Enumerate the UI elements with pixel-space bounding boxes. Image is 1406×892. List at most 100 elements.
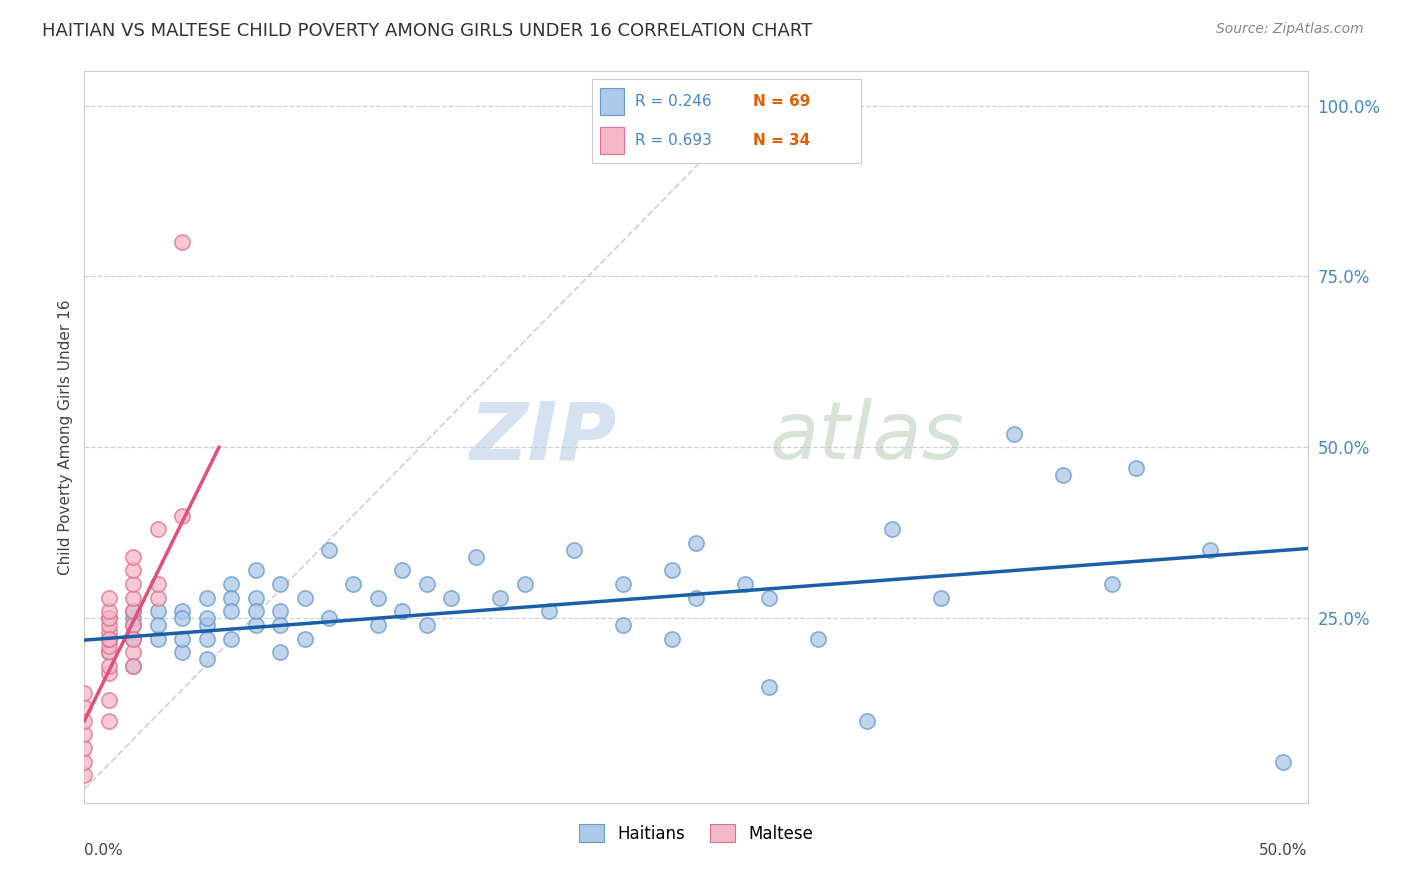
Point bbox=[1052, 467, 1074, 482]
Point bbox=[269, 577, 291, 591]
Point bbox=[612, 618, 634, 632]
Point bbox=[685, 591, 707, 605]
Point bbox=[367, 591, 389, 605]
Point bbox=[146, 522, 169, 536]
Point bbox=[734, 577, 756, 591]
Point bbox=[97, 611, 120, 625]
Point bbox=[195, 591, 218, 605]
Text: ZIP: ZIP bbox=[470, 398, 616, 476]
Point bbox=[73, 700, 96, 714]
Point bbox=[195, 618, 218, 632]
Point bbox=[122, 618, 145, 632]
Point bbox=[146, 632, 169, 646]
Point bbox=[172, 645, 194, 659]
Point bbox=[97, 659, 120, 673]
Point bbox=[97, 604, 120, 618]
Point bbox=[269, 645, 291, 659]
Point bbox=[219, 604, 242, 618]
Point bbox=[122, 591, 145, 605]
Text: HAITIAN VS MALTESE CHILD POVERTY AMONG GIRLS UNDER 16 CORRELATION CHART: HAITIAN VS MALTESE CHILD POVERTY AMONG G… bbox=[42, 22, 813, 40]
Y-axis label: Child Poverty Among Girls Under 16: Child Poverty Among Girls Under 16 bbox=[58, 300, 73, 574]
Point bbox=[97, 632, 120, 646]
Point bbox=[122, 549, 145, 564]
Point bbox=[342, 577, 364, 591]
Point bbox=[562, 542, 585, 557]
Point bbox=[269, 604, 291, 618]
Point bbox=[122, 645, 145, 659]
Point bbox=[122, 659, 145, 673]
Point bbox=[1125, 460, 1147, 475]
Text: 50.0%: 50.0% bbox=[1260, 843, 1308, 858]
Point bbox=[318, 542, 340, 557]
Point bbox=[1101, 577, 1123, 591]
Point bbox=[195, 632, 218, 646]
Point bbox=[929, 591, 952, 605]
Point bbox=[245, 563, 267, 577]
Point bbox=[73, 727, 96, 741]
Point bbox=[172, 235, 194, 250]
Legend: Haitians, Maltese: Haitians, Maltese bbox=[572, 817, 820, 849]
Text: 0.0%: 0.0% bbox=[84, 843, 124, 858]
Point bbox=[122, 632, 145, 646]
Point bbox=[97, 665, 120, 680]
Point bbox=[146, 591, 169, 605]
Point bbox=[73, 768, 96, 782]
Point bbox=[195, 611, 218, 625]
Point bbox=[269, 618, 291, 632]
Point bbox=[97, 645, 120, 659]
Point bbox=[97, 639, 120, 653]
Point bbox=[416, 577, 439, 591]
Point bbox=[807, 632, 830, 646]
Point bbox=[391, 604, 413, 618]
Point bbox=[122, 604, 145, 618]
Text: Source: ZipAtlas.com: Source: ZipAtlas.com bbox=[1216, 22, 1364, 37]
Point bbox=[219, 591, 242, 605]
Point bbox=[97, 632, 120, 646]
Point bbox=[172, 611, 194, 625]
Point bbox=[122, 632, 145, 646]
Point bbox=[367, 618, 389, 632]
Point bbox=[146, 618, 169, 632]
Point bbox=[880, 522, 903, 536]
Point bbox=[219, 577, 242, 591]
Point bbox=[245, 604, 267, 618]
Point bbox=[219, 632, 242, 646]
Point bbox=[122, 632, 145, 646]
Point bbox=[97, 645, 120, 659]
Point bbox=[146, 604, 169, 618]
Point bbox=[294, 591, 316, 605]
Point bbox=[538, 604, 561, 618]
Point bbox=[122, 577, 145, 591]
Point bbox=[122, 563, 145, 577]
Point bbox=[97, 693, 120, 707]
Point bbox=[172, 604, 194, 618]
Point bbox=[513, 577, 536, 591]
Point bbox=[464, 549, 486, 564]
Point bbox=[97, 624, 120, 639]
Point bbox=[146, 577, 169, 591]
Point bbox=[318, 611, 340, 625]
Point bbox=[122, 604, 145, 618]
Point bbox=[195, 652, 218, 666]
Point bbox=[122, 611, 145, 625]
Point bbox=[73, 741, 96, 756]
Point bbox=[73, 755, 96, 769]
Point bbox=[1002, 426, 1025, 441]
Point bbox=[661, 563, 683, 577]
Point bbox=[122, 659, 145, 673]
Point bbox=[245, 618, 267, 632]
Point bbox=[440, 591, 463, 605]
Point bbox=[97, 618, 120, 632]
Point bbox=[758, 591, 780, 605]
Point bbox=[758, 680, 780, 694]
Text: atlas: atlas bbox=[769, 398, 965, 476]
Point bbox=[416, 618, 439, 632]
Point bbox=[122, 618, 145, 632]
Point bbox=[97, 611, 120, 625]
Point bbox=[172, 632, 194, 646]
Point bbox=[391, 563, 413, 577]
Point bbox=[1198, 542, 1220, 557]
Point bbox=[97, 591, 120, 605]
Point bbox=[856, 714, 879, 728]
Point bbox=[685, 536, 707, 550]
